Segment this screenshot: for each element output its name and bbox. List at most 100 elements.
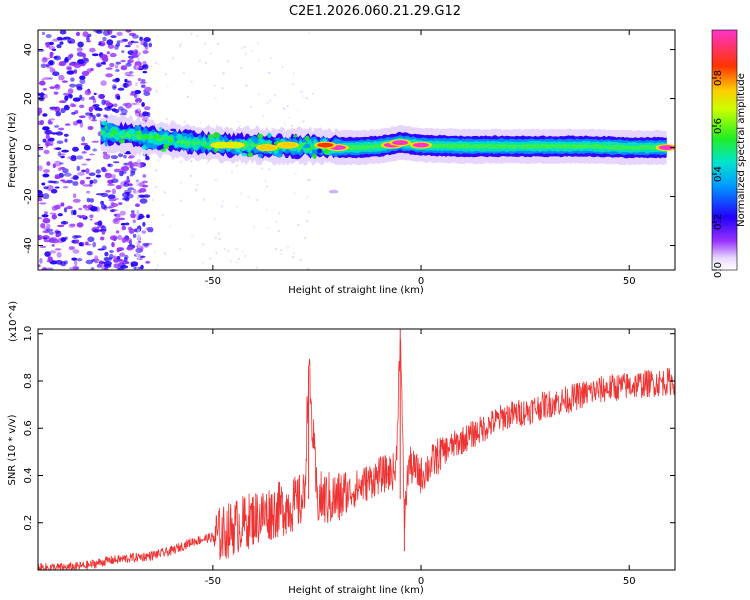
spectrogram-noise-blob [77,59,85,65]
spectrogram-noise-blob [79,75,86,80]
spectrogram-noise-blob [70,156,77,162]
spectrogram-noise-blob [241,46,244,50]
spectrogram-noise-blob [240,66,243,69]
spectrogram-noise-blob [60,237,67,242]
spectrogram-noise-blob [68,223,76,228]
spectrogram-noise-blob [204,42,207,45]
spectrogram-noise-blob [299,259,302,262]
spectrogram-noise-blob [51,205,58,211]
spectrogram-noise-blob [38,154,41,157]
x-tick-label: 50 [623,276,636,287]
spectrogram-noise-blob [103,257,110,262]
ridge-blob [241,153,248,157]
spectrogram-noise-blob [163,252,167,255]
snr-ticks: -50 0 50 0.2 0.4 0.6 0.8 1.0 [23,326,675,587]
spectrogram-noise-blob [134,61,142,67]
spectrogram-noise-blob [66,67,72,71]
spectrogram-noise-blob [63,207,68,213]
spectrogram-noise-blob [220,205,224,208]
spectrogram-noise-blob [243,45,247,49]
spectrogram-noise-blob [72,181,79,186]
spectrogram-noise-blob [44,251,51,257]
spectrogram-noise-blob [76,214,82,218]
spectrogram-noise-blob [145,261,151,264]
ridge-blob [267,132,272,138]
spectrogram-noise-blob [38,148,44,151]
spectrogram-noise-blob [48,231,54,236]
spectrogram-noise-blob [135,266,139,270]
ridge-blob [169,138,173,143]
spectrogram-noise-blob [88,172,96,176]
spectrogram-noise-blob [109,235,118,241]
spectrogram-noise-blob [68,41,72,44]
spectrogram-noise-blob [73,63,82,69]
spectrogram-noise-blob [107,183,115,186]
spectrogram-noise-blob [247,195,250,199]
spectrogram-noise-blob [72,146,79,152]
spectrogram-x-axis-label: Height of straight line (km) [288,285,424,296]
spectrogram-noise-blob [218,237,222,241]
spectrogram-noise-blob [190,80,193,83]
spectrogram-noise-blob [136,112,139,117]
spectrogram-noise-blob [86,190,91,194]
spectrogram-noise-blob [140,264,144,270]
spectrogram-noise-blob [141,64,148,68]
spectrogram-noise-blob [79,94,83,100]
hotspot-core [658,145,675,151]
spectrogram-noise-blob [292,83,295,86]
spectrogram-noise-blob [81,136,86,142]
spectrogram-noise-blob [266,101,269,105]
spectrogram-noise-blob [123,182,130,188]
spectrogram-noise-blob [108,257,113,261]
spectrogram-noise-blob [79,104,85,109]
spectrogram-noise-blob [131,34,139,39]
spectrogram-noise-blob [156,264,159,267]
ridge-blob [143,136,149,139]
colorbar-tick-label: 0.6 [713,118,724,134]
spectrogram-noise-blob [68,62,75,66]
ridge-blob [212,132,221,139]
spectrogram-noise-blob [171,56,175,60]
spectrogram-noise-blob [265,185,268,188]
ridge-blob [128,128,136,135]
spectrogram-noise-blob [144,86,152,92]
hotspot-core [413,142,429,148]
spectrogram-noise-blob [179,43,182,46]
spectrogram-hotspot [655,144,675,152]
snr-plot-area [38,329,675,570]
x-tick-label: -50 [205,276,221,287]
spectrogram-noise-blob [203,198,206,201]
spectrogram-noise-blob [63,58,69,63]
spectrogram-noise-blob [63,36,71,40]
spectrogram-noise-blob [62,220,66,225]
spectrogram-noise-blob [38,143,41,147]
spectrogram-noise-blob [63,172,72,177]
spectrogram-noise-blob [42,173,50,178]
spectrogram-noise-blob [249,105,253,109]
spectrogram-noise-blob [117,217,126,221]
spectrogram-noise-blob [238,124,241,128]
spectrogram-noise-blob [244,52,247,56]
spectrogram-noise-blob [115,69,120,72]
spectrogram-noise-blob [106,51,110,55]
spectrogram-noise-blob [265,208,268,212]
spectrogram-noise-blob [43,149,50,155]
spectrogram-noise-blob [73,69,78,74]
spectrogram-noise-blob [101,61,106,65]
spectrogram-noise-blob [84,89,92,96]
spectrogram-noise-blob [74,175,79,180]
spectrogram-noise-blob [68,70,75,73]
spectrogram-noise-blob [283,124,287,128]
spectrogram-noise-blob [51,244,55,247]
spectrogram-noise-blob [119,210,126,216]
spectrogram-noise-blob [141,102,145,107]
spectrogram-noise-blob [137,107,141,112]
spectrogram-noise-blob [53,56,59,59]
spectrogram-noise-blob [261,167,264,170]
spectrogram-noise-blob [133,49,139,54]
spectrogram-noise-blob [78,242,83,247]
spectrogram-noise-blob [86,197,91,203]
spectrogram-noise-blob [109,62,115,68]
spectrogram-noise-blob [54,124,60,128]
spectrogram-noise-blob [135,190,139,194]
